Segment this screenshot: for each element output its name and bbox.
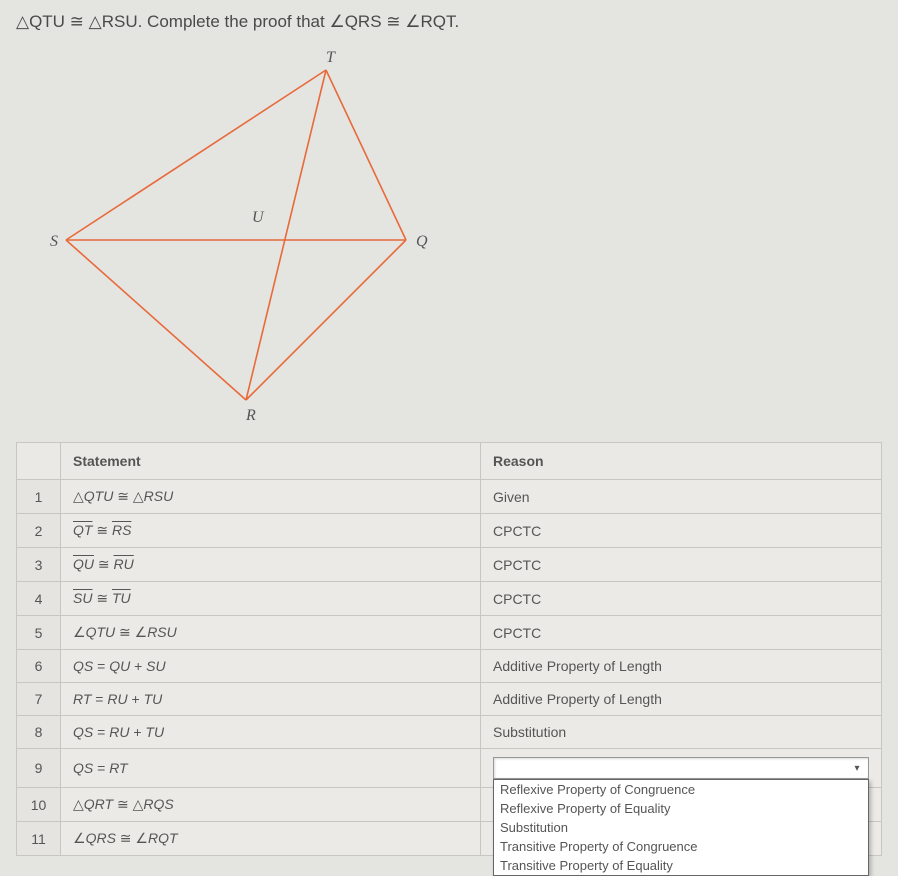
statement-cell: ∠QTU ≅ ∠RSU	[61, 616, 481, 650]
row-number: 2	[17, 514, 61, 548]
dropdown-item[interactable]: Transitive Property of Congruence	[494, 837, 868, 856]
proof-table: Statement Reason 1△QTU ≅ △RSUGiven2QT ≅ …	[16, 442, 882, 856]
problem-angle-1: ∠QRS	[329, 12, 381, 31]
problem-statement: △QTU ≅ △RSU. Complete the proof that ∠QR…	[16, 12, 882, 32]
table-row: 1△QTU ≅ △RSUGiven	[17, 480, 882, 514]
statement-cell: QS = RU + TU	[61, 716, 481, 749]
reason-cell: Additive Property of Length	[481, 683, 882, 716]
row-number: 7	[17, 683, 61, 716]
dropdown-list: Reflexive Property of CongruenceReflexiv…	[493, 779, 869, 876]
problem-text-prefix: △QTU ≅ △RSU. Complete the proof that	[16, 12, 329, 31]
reason-cell: Substitution	[481, 716, 882, 749]
table-row: 2QT ≅ RSCPCTC	[17, 514, 882, 548]
statement-cell: QS = QU + SU	[61, 650, 481, 683]
segment-ST	[66, 70, 326, 240]
segment-RQ	[246, 240, 406, 400]
dropdown-item[interactable]: Transitive Property of Equality	[494, 856, 868, 875]
reason-cell: CPCTC	[481, 582, 882, 616]
dropdown-item[interactable]: Reflexive Property of Equality	[494, 799, 868, 818]
row-number: 3	[17, 548, 61, 582]
vertex-label-T: T	[326, 50, 336, 66]
row-number: 9	[17, 749, 61, 788]
row-number: 10	[17, 788, 61, 822]
row-number: 6	[17, 650, 61, 683]
chevron-down-icon: ▾	[850, 761, 864, 775]
dropdown-item[interactable]: Reflexive Property of Congruence	[494, 780, 868, 799]
statement-cell: ∠QRS ≅ ∠RQT	[61, 822, 481, 856]
reason-cell: CPCTC	[481, 616, 882, 650]
table-row: 5∠QTU ≅ ∠RSUCPCTC	[17, 616, 882, 650]
segment-SR	[66, 240, 246, 400]
vertex-label-S: S	[50, 233, 58, 250]
segment-TQ	[326, 70, 406, 240]
statement-cell: QU ≅ RU	[61, 548, 481, 582]
row-number: 4	[17, 582, 61, 616]
row-number: 5	[17, 616, 61, 650]
table-row: 7RT = RU + TUAdditive Property of Length	[17, 683, 882, 716]
segment-TR	[246, 70, 326, 400]
dropdown-item[interactable]: Substitution	[494, 818, 868, 837]
statement-cell: △QRT ≅ △RQS	[61, 788, 481, 822]
problem-cong: ≅	[382, 12, 406, 31]
row-number: 1	[17, 480, 61, 514]
statement-cell: △QTU ≅ △RSU	[61, 480, 481, 514]
reason-cell: Given	[481, 480, 882, 514]
reason-cell: ▾Reflexive Property of CongruenceReflexi…	[481, 749, 882, 788]
row-number: 8	[17, 716, 61, 749]
table-row: 9QS = RT ▾Reflexive Property of Congruenc…	[17, 749, 882, 788]
reason-cell: Additive Property of Length	[481, 650, 882, 683]
vertex-label-U: U	[252, 209, 265, 226]
vertex-label-R: R	[245, 407, 256, 424]
problem-suffix: .	[455, 12, 460, 31]
problem-angle-2: ∠RQT	[405, 12, 454, 31]
row-number: 11	[17, 822, 61, 856]
statement-cell: SU ≅ TU	[61, 582, 481, 616]
table-row: 8QS = RU + TUSubstitution	[17, 716, 882, 749]
dropdown-field[interactable]: ▾	[493, 757, 869, 779]
reason-dropdown[interactable]: ▾Reflexive Property of CongruenceReflexi…	[493, 757, 869, 779]
geometry-diagram: T S U Q R	[16, 42, 882, 442]
header-statement: Statement	[61, 443, 481, 480]
statement-cell: RT = RU + TU	[61, 683, 481, 716]
statement-cell: QT ≅ RS	[61, 514, 481, 548]
statement-cell: QS = RT	[61, 749, 481, 788]
header-reason: Reason	[481, 443, 882, 480]
reason-cell: CPCTC	[481, 514, 882, 548]
table-row: 6QS = QU + SUAdditive Property of Length	[17, 650, 882, 683]
reason-cell: CPCTC	[481, 548, 882, 582]
vertex-label-Q: Q	[416, 233, 428, 250]
table-row: 4SU ≅ TUCPCTC	[17, 582, 882, 616]
header-blank	[17, 443, 61, 480]
table-row: 3QU ≅ RUCPCTC	[17, 548, 882, 582]
